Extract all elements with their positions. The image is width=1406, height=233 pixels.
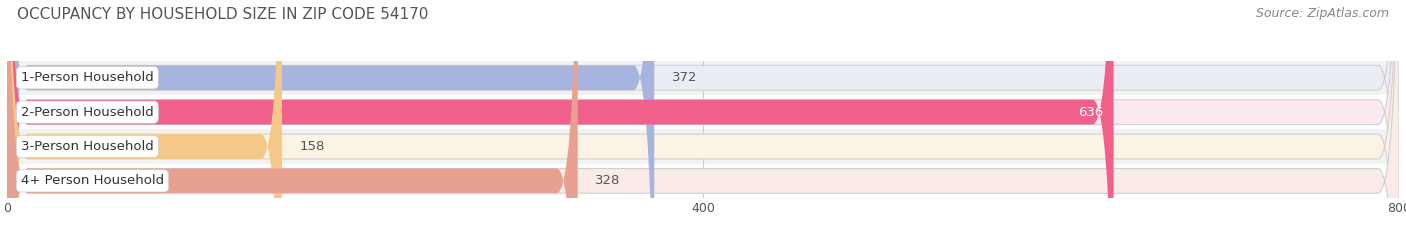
FancyBboxPatch shape	[7, 0, 578, 233]
FancyBboxPatch shape	[7, 0, 1399, 233]
FancyBboxPatch shape	[7, 0, 1399, 233]
Text: 636: 636	[1078, 106, 1104, 119]
FancyBboxPatch shape	[7, 0, 1114, 233]
FancyBboxPatch shape	[7, 0, 283, 233]
FancyBboxPatch shape	[7, 129, 1399, 164]
Text: Source: ZipAtlas.com: Source: ZipAtlas.com	[1256, 7, 1389, 20]
FancyBboxPatch shape	[7, 95, 1399, 129]
Text: 4+ Person Household: 4+ Person Household	[21, 174, 165, 187]
FancyBboxPatch shape	[7, 0, 654, 233]
Text: OCCUPANCY BY HOUSEHOLD SIZE IN ZIP CODE 54170: OCCUPANCY BY HOUSEHOLD SIZE IN ZIP CODE …	[17, 7, 429, 22]
Text: 158: 158	[299, 140, 325, 153]
FancyBboxPatch shape	[7, 164, 1399, 198]
Text: 372: 372	[672, 71, 697, 84]
FancyBboxPatch shape	[7, 0, 1399, 233]
Text: 3-Person Household: 3-Person Household	[21, 140, 153, 153]
Text: 2-Person Household: 2-Person Household	[21, 106, 153, 119]
FancyBboxPatch shape	[7, 61, 1399, 95]
FancyBboxPatch shape	[7, 0, 1399, 233]
Text: 328: 328	[595, 174, 620, 187]
Text: 1-Person Household: 1-Person Household	[21, 71, 153, 84]
